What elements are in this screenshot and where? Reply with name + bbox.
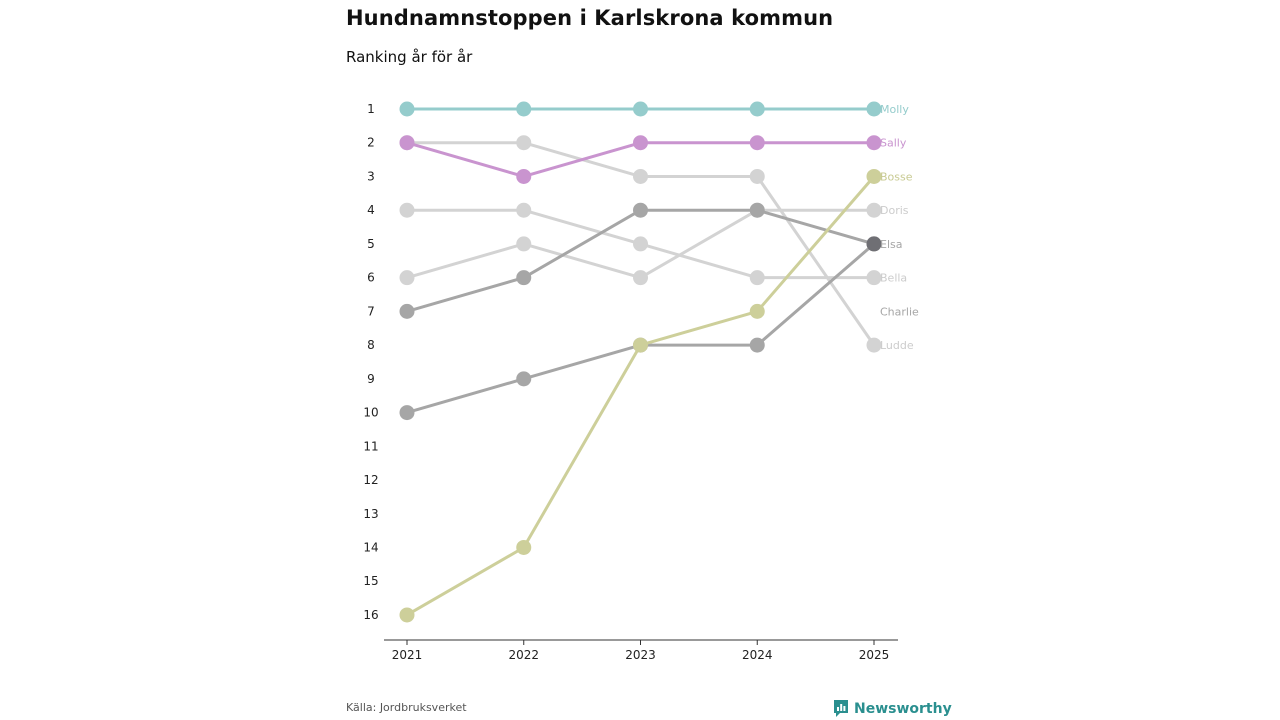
point-ludde-2022[interactable] [516,135,532,151]
point-bosse-2021[interactable] [399,607,415,623]
end-label-elsa: Elsa [880,238,902,251]
series-sally [399,135,882,184]
y-tick-label-3: 3 [367,169,375,183]
point-bella-2023[interactable] [633,236,648,252]
end-label-bosse: Bosse [880,170,913,183]
x-tick-label-2023: 2023 [625,648,656,662]
point-doris-2023[interactable] [633,270,648,286]
point-charlie-2021[interactable] [399,405,415,421]
point-sally-2024[interactable] [749,135,765,151]
end-label-charlie: Charlie [880,305,919,318]
point-doris-2021[interactable] [399,270,415,286]
point-ludde-2024[interactable] [749,168,765,184]
y-tick-label-4: 4 [367,203,375,217]
point-bosse-2025[interactable] [866,168,882,184]
end-label-sally: Sally [880,137,907,150]
series-line-charlie [405,242,876,415]
y-tick-label-6: 6 [367,271,375,285]
point-sally-2022[interactable] [516,168,532,184]
brand-logo[interactable]: Newsworthy [833,699,952,718]
y-tick-label-2: 2 [367,136,375,150]
x-axis: 2021 2022 2023 2024 2025 [384,639,898,662]
point-molly-2024[interactable] [749,101,765,117]
x-tick-label-2024: 2024 [742,648,773,662]
y-tick-label-8: 8 [367,338,375,352]
series-bella [399,202,882,286]
point-bosse-2023[interactable] [633,337,648,353]
page-subtitle: Ranking år för år [346,48,473,66]
point-elsa-2024[interactable] [749,202,765,218]
point-molly-2022[interactable] [516,101,532,117]
end-label-ludde: Ludde [880,339,914,352]
point-elsa-2021[interactable] [399,303,415,319]
point-ludde-2025[interactable] [866,337,882,353]
y-tick-label-1: 1 [367,102,375,116]
point-bosse-2024[interactable] [749,303,765,319]
x-tick-label-2022: 2022 [508,648,539,662]
x-tick-label-2021: 2021 [392,648,423,662]
point-bella-2024[interactable] [749,270,765,286]
brand-name: Newsworthy [854,700,952,717]
point-bella-2022[interactable] [516,202,532,218]
point-charlie-2024[interactable] [749,337,765,353]
y-tick-label-10: 10 [363,406,378,420]
newsworthy-icon [834,700,848,717]
end-label-molly: Molly [880,103,909,116]
series-molly [399,101,882,117]
point-molly-2023[interactable] [633,101,648,117]
series-line-elsa [405,208,876,313]
x-tick-label-2025: 2025 [859,648,890,662]
y-tick-label-11: 11 [363,439,378,453]
y-tick-label-5: 5 [367,237,375,251]
y-tick-label-9: 9 [367,372,375,386]
point-ludde-2023[interactable] [633,168,648,184]
point-doris-2025[interactable] [866,202,882,218]
y-tick-label-16: 16 [363,608,378,622]
page-title: Hundnamnstoppen i Karlskrona kommun [346,6,834,30]
source-note: Källa: Jordbruksverket [346,701,467,714]
point-molly-2021[interactable] [399,101,415,117]
series-bosse [399,168,882,623]
end-label-doris: Doris [880,204,909,217]
point-elsa-2025[interactable] [866,236,882,252]
point-sally-2025[interactable] [866,135,882,151]
point-bosse-2022[interactable] [516,539,532,555]
point-bella-2021[interactable] [399,202,415,218]
series-layer [399,101,882,623]
point-elsa-2022[interactable] [516,270,532,286]
y-tick-label-12: 12 [363,473,378,487]
end-label-bella: Bella [880,272,907,285]
point-doris-2022[interactable] [516,236,532,252]
y-tick-label-7: 7 [367,304,375,318]
series-elsa [399,202,882,319]
point-sally-2023[interactable] [633,135,648,151]
series-charlie [399,236,882,421]
point-molly-2025[interactable] [866,101,882,117]
point-sally-2021[interactable] [399,135,415,151]
point-elsa-2023[interactable] [633,202,648,218]
y-tick-label-13: 13 [363,507,378,521]
y-tick-label-14: 14 [363,540,378,554]
point-bella-2025[interactable] [866,270,882,286]
y-tick-label-15: 15 [363,574,378,588]
end-label-layer: Molly Sally Bosse Doris Elsa Bella Charlie Ludd… [880,103,919,352]
point-charlie-2022[interactable] [516,371,532,387]
